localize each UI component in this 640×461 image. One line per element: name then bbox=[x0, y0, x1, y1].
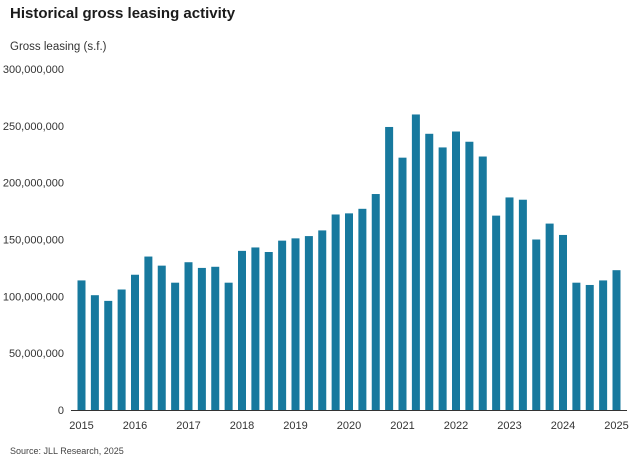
bar bbox=[518, 199, 527, 410]
bar bbox=[345, 213, 353, 410]
x-tick-label: 2015 bbox=[69, 420, 93, 432]
bar bbox=[612, 270, 621, 410]
bar bbox=[171, 282, 180, 410]
bar bbox=[371, 194, 380, 410]
x-tick-label: 2020 bbox=[337, 420, 361, 432]
bar bbox=[559, 234, 567, 410]
bar bbox=[197, 267, 206, 410]
bar bbox=[131, 274, 139, 410]
bar bbox=[304, 236, 313, 410]
y-tick-label: 100,000,000 bbox=[3, 291, 64, 303]
y-tick-label: 200,000,000 bbox=[3, 178, 64, 190]
y-tick-label: 250,000,000 bbox=[3, 121, 64, 133]
bar bbox=[157, 265, 166, 410]
y-tick-label: 0 bbox=[58, 405, 64, 417]
bar bbox=[117, 289, 126, 410]
source-note: Source: JLL Research, 2025 bbox=[10, 446, 124, 456]
bar bbox=[438, 147, 447, 410]
bar bbox=[278, 240, 287, 410]
chart-title: Historical gross leasing activity bbox=[10, 5, 236, 22]
bar bbox=[411, 114, 420, 410]
bars bbox=[77, 114, 621, 411]
x-tick-labels: 2015 2016 2017 2018 2019 2020 2021 2022 2023 2024… bbox=[69, 420, 628, 432]
bar bbox=[211, 266, 220, 410]
x-tick-label: 2022 bbox=[444, 420, 468, 432]
y-tick-label: 300,000,000 bbox=[3, 64, 64, 76]
bar bbox=[599, 280, 608, 410]
bar bbox=[90, 295, 99, 410]
bar bbox=[144, 256, 153, 410]
y-tick-label: 50,000,000 bbox=[9, 348, 64, 360]
bar bbox=[224, 282, 233, 410]
x-tick-label: 2025 bbox=[604, 420, 628, 432]
bar bbox=[238, 250, 246, 410]
bar bbox=[452, 131, 460, 410]
bar bbox=[184, 262, 193, 410]
bar bbox=[398, 157, 407, 410]
bar bbox=[251, 247, 260, 410]
bar bbox=[331, 214, 340, 410]
y-axis-label: Gross leasing (s.f.) bbox=[10, 41, 107, 53]
bar bbox=[291, 238, 300, 410]
bar bbox=[505, 197, 514, 410]
bar bbox=[572, 282, 581, 410]
bar bbox=[478, 156, 487, 410]
bar bbox=[585, 284, 594, 410]
x-tick-label: 2021 bbox=[390, 420, 414, 432]
bar bbox=[465, 141, 474, 410]
x-tick-label: 2024 bbox=[551, 420, 575, 432]
bar bbox=[425, 133, 434, 411]
x-tick-label: 2023 bbox=[497, 420, 521, 432]
x-tick-label: 2016 bbox=[123, 420, 147, 432]
bar bbox=[104, 300, 113, 410]
bar bbox=[385, 126, 394, 410]
bar bbox=[532, 239, 541, 410]
x-tick-label: 2018 bbox=[230, 420, 254, 432]
bar bbox=[492, 215, 501, 410]
x-tick-label: 2019 bbox=[283, 420, 307, 432]
y-tick-labels: 0 50,000,000 100,000,000 150,000,000 200,000… bbox=[3, 64, 64, 417]
bar bbox=[358, 208, 367, 410]
bar bbox=[318, 230, 327, 410]
x-tick-label: 2017 bbox=[176, 420, 200, 432]
bar bbox=[545, 223, 554, 410]
bar bbox=[264, 252, 273, 410]
y-tick-label: 150,000,000 bbox=[3, 235, 64, 247]
bar bbox=[77, 280, 86, 410]
